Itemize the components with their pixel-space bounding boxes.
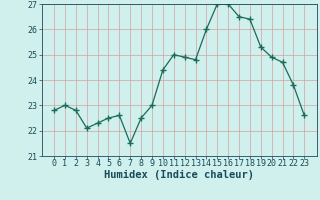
X-axis label: Humidex (Indice chaleur): Humidex (Indice chaleur) (104, 170, 254, 180)
